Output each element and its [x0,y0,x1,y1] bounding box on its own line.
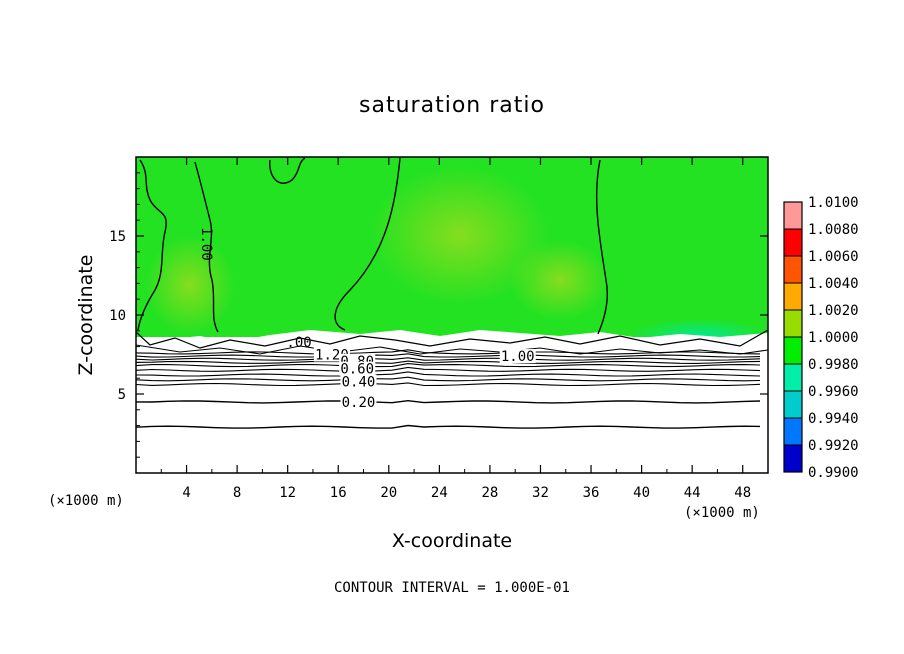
contour-label: 1.00 [198,227,214,261]
x-tick-label: 48 [734,485,751,501]
contour-line [136,363,761,368]
x-axis-unit: (×1000 m) [684,505,760,521]
y-tick-label: 5 [118,387,126,403]
x-tick-label: 32 [532,485,549,501]
colorbar-label: 1.0080 [808,222,859,238]
contour-line [136,366,761,372]
x-tick-label: 4 [182,485,190,501]
x-tick-label: 8 [233,485,241,501]
contour-1-00-left [137,159,167,331]
contour-line [136,371,761,377]
contour-line [136,382,761,387]
plot-area: 1.00.001.200.800.600.400.201.00 [136,157,768,473]
supersaturated-patch [370,165,550,305]
colorbar-band [784,418,802,445]
colorbar-label: 0.9960 [808,384,859,400]
contour-line [136,349,761,355]
contour-1-00-right [595,159,608,335]
x-tick-label: 44 [684,485,701,501]
colorbar-band [784,364,802,391]
contour-cloud-top [136,329,768,349]
colorbar-label: 0.9920 [808,438,859,454]
x-tick-label: 20 [380,485,397,501]
contour-label: 0.60 [340,362,374,378]
cloud-base-edge [136,330,768,352]
contour-1-00-top [269,157,306,184]
x-tick-label: 28 [481,485,498,501]
colorbar-label: 1.0040 [808,276,859,292]
contour-label-bg [499,349,536,364]
colorbar-band [784,229,802,256]
x-tick-label: 24 [431,485,448,501]
contour-line [136,399,761,404]
contour-line [136,357,761,361]
contour-label: 0.20 [342,395,376,411]
x-tick-label: 16 [330,485,347,501]
colorbar: 1.0100 1.0080 1.0060 1.0040 1.0020 1.0000 0.99… [783,195,859,481]
y-axis: 5 10 15 [109,172,768,458]
y-tick-label: 15 [109,229,126,245]
colorbar-label: 0.9940 [808,411,859,427]
contour-interval-note: CONTOUR INTERVAL = 1.000E-01 [334,580,570,596]
x-axis-label: X-coordinate [392,530,512,552]
colorbar-label: 1.0060 [808,249,859,265]
contour-label: 0.40 [342,374,376,390]
contour-lines [136,349,761,429]
contour-line [136,353,761,358]
colorbar-band [784,310,802,337]
x-tick-label: 36 [583,485,600,501]
contour-labels: 1.00.001.200.800.600.400.201.00 [198,227,536,411]
supersaturated-patch [145,235,235,335]
y-axis-label: Z-coordinate [75,255,97,376]
colorbar-band [784,445,802,472]
x-tick-label: 12 [279,485,296,501]
contour-label: 1.00 [501,349,535,365]
contour-label-bg [340,374,377,389]
colorbar-label: 0.9980 [808,357,859,373]
colorbar-band [784,391,802,418]
y-tick-label: 10 [109,308,126,324]
contour-label-bg [340,394,377,409]
contour-label-bg [339,361,376,376]
colorbar-band [784,202,802,229]
contour-label: .00 [286,335,311,351]
colorbar-band [784,337,802,364]
supersaturated-patch [510,240,610,320]
contour-1-00-left [194,161,219,333]
contour-1-00-center [334,157,401,331]
x-tick-label: 40 [633,485,650,501]
contour-line [136,376,761,382]
colorbar-label: 1.0020 [808,303,859,319]
colorbar-band [784,283,802,310]
colorbar-label: 0.9900 [808,465,859,481]
colorbar-label: 1.0000 [808,330,859,346]
colorbar-label: 1.0100 [808,195,859,211]
chart-title: saturation ratio [359,93,545,118]
colorbar-band [784,256,802,283]
y-axis-unit: (×1000 m) [48,493,124,509]
contour-line [136,424,761,429]
x-axis: 4 8 12 16 20 24 28 32 36 40 44 48 [160,157,751,501]
contour-line [136,360,761,364]
